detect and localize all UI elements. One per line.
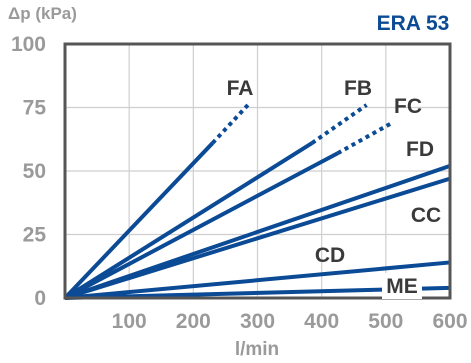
y-tick-label: 0 xyxy=(34,287,46,310)
series-dotted-fb xyxy=(310,103,368,145)
series-dotted-fc xyxy=(336,120,394,155)
series-label-me: ME xyxy=(386,275,418,298)
series-line-fd xyxy=(64,164,451,300)
x-tick-label: 100 xyxy=(112,310,147,333)
series-label-fc: FC xyxy=(394,95,422,118)
label-layer: FA FB FC FD CC CD ME xyxy=(227,77,441,299)
series-line-fa xyxy=(63,141,215,300)
series-dotted-fa xyxy=(211,103,250,145)
plot-frame xyxy=(63,42,452,300)
x-tick-label: 200 xyxy=(176,310,211,333)
x-axis-label: l/min xyxy=(235,339,279,360)
series-label-fa: FA xyxy=(227,77,254,100)
x-tick-label: 300 xyxy=(240,310,275,333)
y-tick-label: 50 xyxy=(23,160,46,183)
series-label-fd: FD xyxy=(406,138,434,161)
tick-layer: 0 25 50 75 100 100 200 300 400 500 600 xyxy=(11,33,468,333)
x-tick-label: 400 xyxy=(304,310,339,333)
x-tick-label: 600 xyxy=(432,310,467,333)
series-line-cd xyxy=(64,260,451,300)
series-label-bg-me xyxy=(382,273,422,299)
y-tick-label: 100 xyxy=(11,33,46,56)
y-axis-label: Δp (kPa) xyxy=(8,4,77,23)
series-label-cd: CD xyxy=(315,244,345,267)
x-tick-label: 500 xyxy=(368,310,403,333)
series-label-cc: CC xyxy=(411,204,441,227)
series-layer xyxy=(63,103,451,300)
series-line-cc xyxy=(64,176,451,300)
chart-title: ERA 53 xyxy=(377,12,450,35)
y-tick-label: 75 xyxy=(23,97,47,120)
series-line-fc xyxy=(64,151,339,300)
series-line-fb xyxy=(63,141,314,300)
grid-layer xyxy=(65,44,450,298)
y-tick-label: 25 xyxy=(23,224,47,247)
series-label-fb: FB xyxy=(344,77,372,100)
